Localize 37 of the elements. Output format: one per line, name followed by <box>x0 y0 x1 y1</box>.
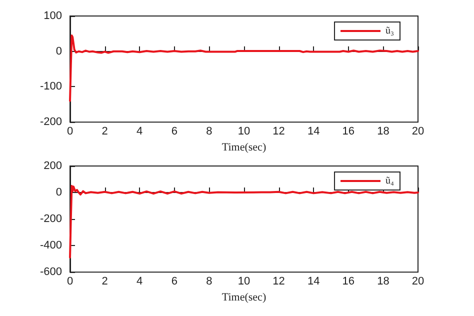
x-tick-label: 0 <box>66 126 74 138</box>
y-tick-label: 0 <box>56 186 62 199</box>
y-tick-label: -200 <box>40 213 62 226</box>
x-tick-label: 18 <box>377 126 390 138</box>
x-tick-label: 16 <box>342 276 355 288</box>
x-axis-title: Time(sec) <box>222 292 266 304</box>
y-tick-label: -100 <box>40 80 62 93</box>
x-tick-label: 14 <box>307 126 320 138</box>
x-tick-label: 8 <box>206 276 212 288</box>
x-tick-label: 2 <box>102 126 108 138</box>
x-tick-label: 12 <box>272 126 285 138</box>
x-tick-label: 12 <box>272 276 285 288</box>
x-tick-label: 4 <box>136 126 143 138</box>
y-tick-label: -200 <box>40 116 62 128</box>
line-series <box>69 34 419 102</box>
y-tick-label: 0 <box>56 45 62 58</box>
legend-label: ũ₄ <box>386 176 395 186</box>
x-tick-label: 20 <box>412 276 424 288</box>
x-tick-label: 10 <box>238 126 250 138</box>
x-tick-label: 0 <box>66 276 74 288</box>
y-tick-label: -600 <box>40 266 62 278</box>
x-tick-label: 10 <box>238 276 250 288</box>
x-tick-label: 4 <box>136 276 143 288</box>
x-tick-label: 16 <box>342 126 355 138</box>
x-axis-title: Time(sec) <box>222 142 266 154</box>
line-series <box>69 184 419 259</box>
x-tick-label: 6 <box>171 126 178 138</box>
x-tick-label: 20 <box>412 126 424 138</box>
x-tick-label: 18 <box>377 276 390 288</box>
legend-label: ũ₃ <box>386 26 394 36</box>
x-tick-label: 2 <box>102 276 108 288</box>
y-tick-label: 100 <box>44 10 62 22</box>
y-tick-label: -400 <box>40 240 62 252</box>
y-tick-label: 200 <box>44 160 62 172</box>
x-tick-label: 6 <box>171 276 178 288</box>
x-tick-label: 8 <box>206 126 212 138</box>
x-tick-label: 14 <box>307 276 320 288</box>
